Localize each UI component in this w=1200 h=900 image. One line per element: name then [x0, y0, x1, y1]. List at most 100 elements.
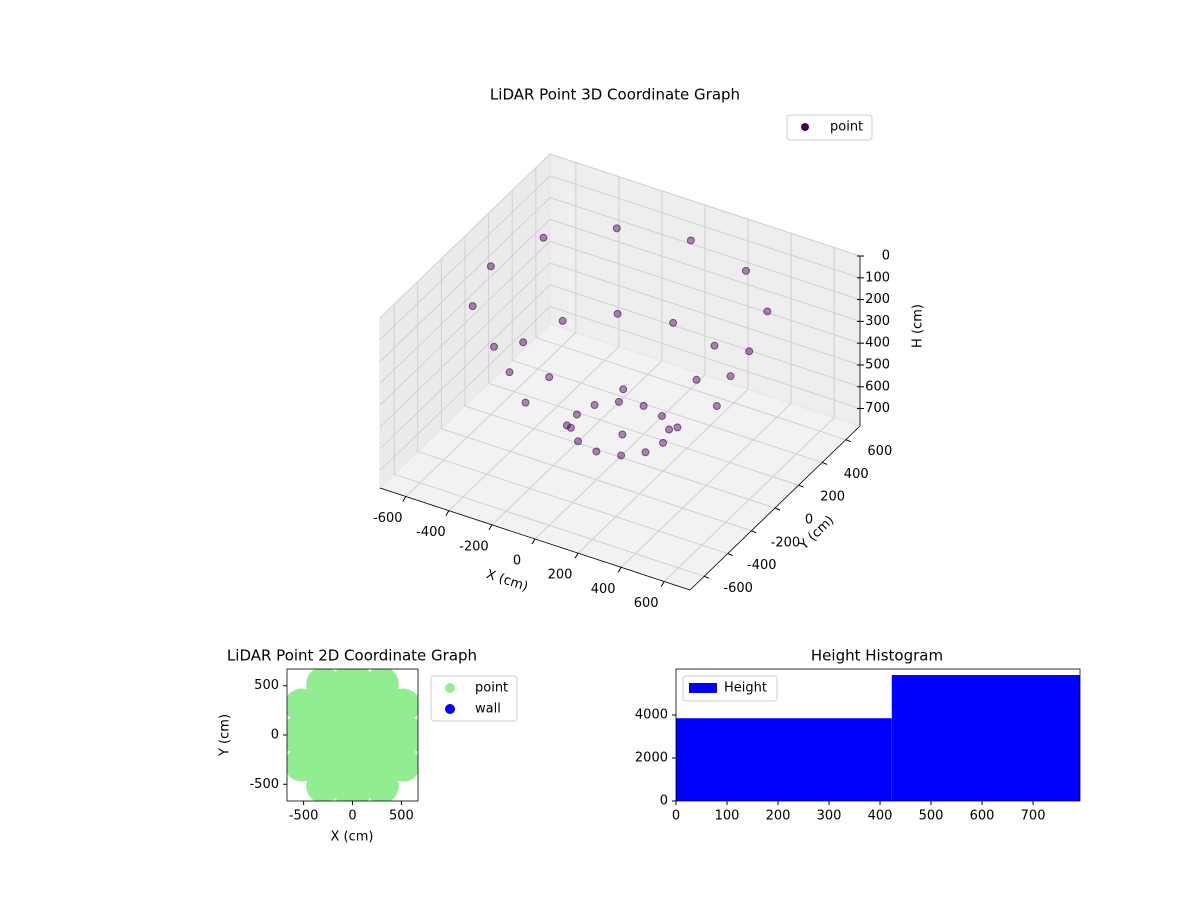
x-tick-label: -600 [373, 511, 403, 526]
legend-marker [801, 123, 809, 131]
grid-line [379, 262, 551, 428]
grid-line [549, 306, 861, 410]
point [592, 447, 601, 456]
grid-line [535, 337, 846, 441]
grid-line [379, 284, 551, 450]
z-tick-label: 0 [882, 249, 890, 264]
grid-line [417, 451, 728, 555]
point [673, 423, 682, 432]
grid-line [549, 240, 861, 344]
point [617, 451, 626, 460]
legend-box [682, 675, 778, 702]
grid-line [379, 197, 551, 362]
point [613, 309, 622, 318]
point [659, 438, 668, 447]
point [763, 307, 772, 316]
x-tick-label: -400 [416, 525, 446, 540]
grid-line [549, 153, 861, 257]
legend-box [786, 114, 873, 141]
y-tick-label: -500 [249, 777, 279, 792]
point [741, 266, 750, 275]
tick-mark [488, 524, 493, 531]
point [521, 398, 530, 407]
x-tick-label: -200 [459, 539, 489, 554]
point [519, 338, 528, 347]
chart-title: Height Histogram [811, 647, 943, 665]
x-tick-label: 400 [868, 809, 893, 824]
x-tick-label: 500 [389, 809, 414, 824]
point [669, 318, 678, 327]
z-tick-label: 200 [865, 292, 890, 307]
x-tick-label: 400 [591, 582, 616, 597]
point [665, 425, 674, 434]
tick-mark [774, 507, 781, 511]
legend-label: Height [724, 681, 767, 696]
grid-line [512, 359, 823, 463]
z-tick-label: 400 [865, 336, 890, 351]
x-tick-label: 600 [634, 596, 659, 611]
x-tick-label: 100 [715, 809, 740, 824]
point [639, 401, 648, 410]
tick-mark [617, 567, 622, 573]
grid-line [549, 284, 861, 388]
y-tick-label: -600 [723, 581, 753, 596]
tick-mark [402, 496, 407, 502]
grid-line [379, 240, 551, 406]
tick-mark [845, 439, 852, 443]
tick-mark [574, 552, 579, 559]
point [566, 423, 575, 432]
point [745, 347, 754, 356]
point [712, 402, 721, 411]
y-tick-label: 200 [820, 490, 845, 505]
point [468, 302, 477, 311]
tick-mark [727, 553, 733, 557]
plot-frame [675, 668, 1081, 802]
tick-mark [751, 530, 757, 534]
point [590, 401, 599, 410]
point [710, 341, 719, 350]
z-tick-label: 700 [865, 401, 890, 416]
tick-mark [703, 575, 710, 579]
grid-line [549, 262, 861, 366]
point [612, 224, 621, 233]
z-tick-label: 300 [865, 314, 890, 329]
grid-line [549, 197, 861, 301]
point [335, 718, 370, 752]
x-tick-label: -500 [289, 809, 319, 824]
point [545, 373, 554, 382]
z-tick-label: 600 [865, 379, 890, 394]
legend-label: point [830, 120, 863, 135]
grid-line [549, 218, 861, 322]
grid-line [379, 219, 551, 384]
x-axis [379, 487, 691, 591]
point [692, 375, 701, 384]
tick-mark [798, 484, 804, 488]
legend-swatch [689, 683, 717, 693]
point [614, 397, 623, 406]
y-tick-label: 0 [805, 513, 813, 528]
y-tick-label: 0 [660, 794, 668, 809]
chart-title: LiDAR Point 2D Coordinate Graph [227, 647, 477, 665]
x-tick-label: 0 [672, 809, 680, 824]
grid-line [549, 175, 861, 279]
x-tick-label: 700 [1021, 809, 1046, 824]
x-tick-label: 0 [348, 809, 356, 824]
x-tick-label: 300 [817, 809, 842, 824]
point [539, 233, 548, 242]
tick-mark [660, 581, 665, 587]
grid-line [379, 153, 551, 319]
tick-mark [531, 538, 536, 545]
point [686, 236, 695, 245]
z-axis-label: H (cm) [911, 304, 926, 348]
point [641, 448, 650, 457]
z-tick-label: 100 [865, 270, 890, 285]
x-axis-label: X (cm) [331, 830, 374, 845]
y-tick-label: 4000 [635, 708, 668, 723]
point [486, 262, 495, 271]
point [572, 410, 581, 419]
point [726, 372, 735, 381]
y-tick-label: 400 [844, 467, 869, 482]
histogram-bar [676, 718, 892, 801]
tick-mark [445, 510, 450, 516]
x-tick-label: 0 [513, 554, 521, 569]
